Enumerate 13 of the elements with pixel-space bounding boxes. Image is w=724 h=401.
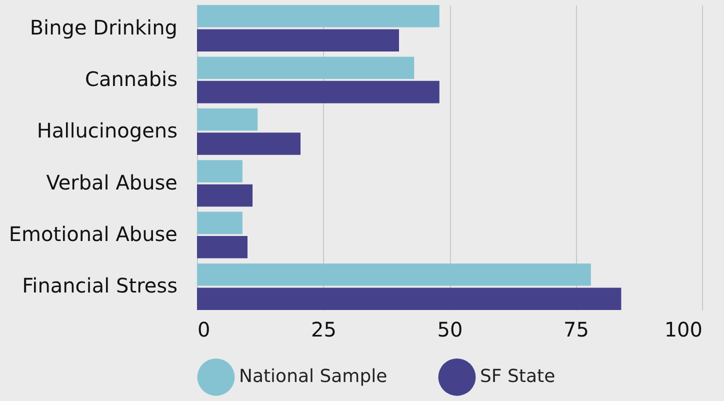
x-tick-label: 0 bbox=[198, 318, 210, 342]
y-tick-label: Hallucinogens bbox=[36, 118, 178, 143]
y-tick-label: Verbal Abuse bbox=[46, 170, 178, 194]
legend-label: SF State bbox=[480, 366, 556, 388]
legend-label: National Sample bbox=[239, 366, 388, 388]
x-tick-label: 100 bbox=[664, 318, 702, 342]
y-tick-label: Emotional Abuse bbox=[8, 222, 178, 246]
y-tick-label: Binge Drinking bbox=[30, 15, 178, 40]
x-tick-label: 75 bbox=[564, 318, 589, 342]
x-tick-label: 50 bbox=[437, 318, 463, 342]
x-tick-label: 25 bbox=[311, 318, 336, 342]
y-tick-label: Financial Stress bbox=[22, 274, 178, 298]
y-tick-label: Cannabis bbox=[85, 66, 178, 91]
